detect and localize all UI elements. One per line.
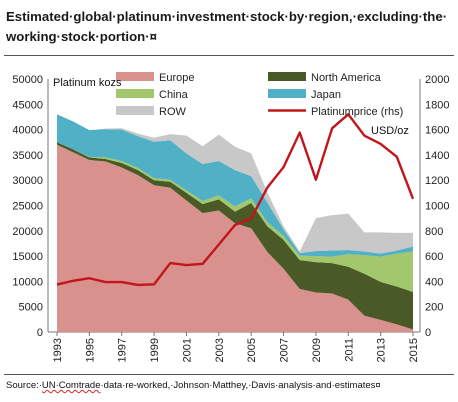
legend-label-row: ROW — [159, 106, 187, 118]
right-tick-label: 1600 — [425, 125, 449, 137]
x-tick-label: 2013 — [376, 338, 388, 362]
source-note: Source:·UN·Comtrade·data·re-worked,·John… — [6, 380, 381, 391]
legend-swatch-row — [116, 106, 154, 115]
source-prefix: Source:· — [6, 380, 42, 391]
x-tick-label: 2001 — [181, 338, 193, 362]
area-china — [57, 142, 413, 293]
left-tick-label: 0 — [37, 327, 43, 339]
right-tick-label: 2000 — [425, 74, 449, 86]
left-axis-label: Platinum kozs — [53, 77, 122, 89]
legend-swatch-europe — [116, 72, 154, 81]
area-japan — [57, 114, 413, 257]
right-tick-label: 0 — [425, 327, 431, 339]
chart-title: Estimated·global·platinum·investment·sto… — [6, 7, 452, 47]
right-tick-label: 800 — [425, 226, 443, 238]
x-tick-label: 2009 — [311, 338, 323, 362]
left-tick-label: 45000 — [12, 99, 43, 111]
right-tick-label: 200 — [425, 302, 443, 314]
legend-swatch-japan — [268, 89, 306, 98]
x-tick-label: 1995 — [84, 338, 96, 362]
legend-swatch-north-america — [268, 72, 306, 81]
legend-label-china: China — [159, 89, 189, 101]
left-tick-label: 35000 — [12, 150, 43, 162]
x-tick-label: 2007 — [279, 338, 291, 362]
left-tick-label: 15000 — [12, 251, 43, 263]
left-tick-label: 25000 — [12, 201, 43, 213]
x-tick-label: 1993 — [52, 338, 64, 362]
right-tick-label: 1800 — [425, 99, 449, 111]
source-rest: ·data·re-worked,·Johnson·Matthey,·Davis·… — [100, 380, 381, 391]
platinum-stock-chart: 0500010000150002000025000300003500040000… — [12, 72, 449, 362]
legend-label-platinum-price: Platinumprice (rhs) — [311, 106, 403, 118]
x-tick-label: 1999 — [149, 338, 161, 362]
source-rule — [4, 374, 454, 375]
left-tick-label: 10000 — [12, 276, 43, 288]
x-tick-label: 2011 — [343, 338, 355, 362]
left-axis-ticks: 0 5000 10000 15000 20000 25000 30000 35000 40000… — [12, 74, 43, 339]
title-line-2: working·stock·portion·¤ — [6, 29, 157, 44]
x-tick-label: 1997 — [117, 338, 129, 362]
left-tick-label: 50000 — [12, 74, 43, 86]
price-line-group — [56, 113, 415, 287]
left-tick-label: 5000 — [19, 302, 43, 314]
legend: Europe North America China Japan ROW Platinum… — [116, 72, 403, 118]
left-tick-label: 40000 — [12, 125, 43, 137]
legend-label-japan: Japan — [311, 89, 341, 101]
x-tick-label: 2015 — [408, 338, 420, 362]
x-tick-label: 2003 — [214, 338, 226, 362]
x-tick-label: 2005 — [246, 338, 258, 362]
legend-swatch-china — [116, 89, 154, 98]
left-tick-label: 30000 — [12, 175, 43, 187]
left-tick-label: 20000 — [12, 226, 43, 238]
right-tick-label: 600 — [425, 251, 443, 263]
legend-label-north-america: North America — [311, 72, 382, 84]
right-tick-label: 1000 — [425, 201, 449, 213]
right-axis-ticks: 0 200 400 600 800 1000 1200 1400 1600 1800 2000 — [425, 74, 449, 339]
source-squiggle-text: UN·Comtrade — [41, 380, 101, 391]
area-north-america — [57, 142, 413, 330]
price-line — [56, 113, 415, 287]
right-axis-label: USD/oz — [371, 125, 409, 137]
right-tick-label: 1400 — [425, 150, 449, 162]
right-tick-label: 400 — [425, 276, 443, 288]
title-line-1: Estimated·global·platinum·investment·sto… — [6, 9, 448, 24]
legend-label-europe: Europe — [159, 72, 194, 84]
title-rule — [4, 55, 454, 56]
stacked-areas — [57, 114, 413, 332]
area-row — [57, 114, 413, 254]
x-axis-ticks: 1993 1995 1997 1999 2001 2003 2005 2007 2009 2011… — [52, 332, 420, 362]
right-tick-label: 1200 — [425, 175, 449, 187]
